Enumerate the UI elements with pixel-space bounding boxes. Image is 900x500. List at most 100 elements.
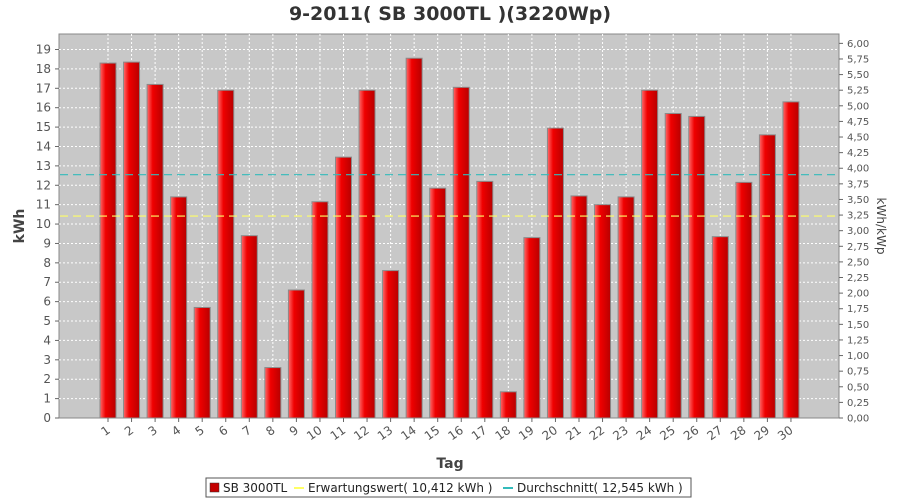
x-tick-label: 30 — [775, 423, 796, 443]
bar — [499, 391, 517, 419]
y-tick-label: 8 — [43, 256, 51, 270]
y-right-tick-label: 4,25 — [847, 148, 869, 159]
y-tick-label: 17 — [36, 81, 51, 95]
y-right-tick-label: 0,00 — [847, 414, 869, 425]
x-tick-label: 5 — [193, 423, 207, 439]
x-tick-label: 6 — [216, 423, 230, 439]
legend-label-average: Durchschnitt( 12,545 kWh ) — [517, 481, 683, 495]
y-right-tick-label: 2,50 — [847, 257, 869, 268]
y-right-tick-label: 0,25 — [847, 398, 869, 409]
y-tick-label: 19 — [36, 43, 51, 57]
x-tick-label: 16 — [445, 423, 466, 443]
bar — [240, 235, 258, 419]
y-right-tick-label: 3,75 — [847, 179, 869, 190]
bar — [405, 57, 423, 419]
x-tick-label: 19 — [516, 423, 537, 443]
y-tick-label: 18 — [36, 62, 51, 76]
bar — [664, 113, 682, 419]
x-tick-label: 28 — [728, 423, 749, 443]
y-tick-label: 5 — [43, 314, 51, 328]
bar — [264, 367, 282, 419]
y-tick-label: 6 — [43, 295, 51, 309]
y-tick-label: 2 — [43, 372, 51, 386]
x-axis-label: Tag — [436, 456, 463, 472]
y-tick-label: 7 — [43, 275, 51, 289]
legend-label-expected: Erwartungswert( 10,412 kWh ) — [308, 481, 492, 495]
bar — [358, 89, 376, 419]
y-tick-label: 3 — [43, 353, 51, 367]
x-tick-label: 9 — [287, 423, 301, 439]
x-tick-label: 4 — [169, 423, 183, 439]
y-right-tick-label: 5,25 — [847, 86, 869, 97]
y-axis-label: kWh — [12, 209, 28, 244]
bar — [311, 201, 329, 419]
bar — [99, 62, 117, 419]
y-right-tick-label: 2,00 — [847, 289, 869, 300]
x-tick-label: 25 — [657, 423, 678, 443]
x-tick-label: 12 — [351, 423, 372, 443]
y-axis-label-right: kWh/kWp — [874, 198, 888, 255]
x-tick-label: 29 — [752, 423, 773, 443]
y-tick-label: 0 — [43, 411, 51, 425]
y-right-tick-label: 6,00 — [847, 39, 869, 50]
bar — [335, 156, 352, 419]
bar — [523, 237, 541, 419]
y-right-tick-label: 0,75 — [847, 367, 869, 378]
bar — [570, 195, 588, 419]
y-right-tick-label: 1,00 — [847, 351, 869, 362]
y-right-tick-label: 0,50 — [847, 382, 869, 393]
legend: SB 3000TL Erwartungswert( 10,412 kWh ) D… — [205, 477, 692, 498]
y-tick-label: 14 — [36, 139, 51, 153]
y-tick-label: 10 — [36, 217, 51, 231]
y-right-tick-label: 2,25 — [847, 273, 869, 284]
x-tick-label: 26 — [681, 423, 702, 443]
bar — [193, 306, 211, 419]
x-tick-label: 20 — [540, 423, 561, 443]
bar — [711, 236, 729, 419]
y-tick-label: 12 — [36, 178, 51, 192]
y-tick-label: 1 — [43, 392, 51, 406]
y-right-tick-label: 1,50 — [847, 320, 869, 331]
bar — [476, 180, 494, 419]
bar — [688, 115, 706, 419]
bar — [735, 181, 753, 419]
x-tick-label: 21 — [563, 423, 584, 443]
legend-box — [205, 477, 692, 498]
x-tick-label: 17 — [469, 423, 490, 443]
x-tick-label: 3 — [146, 423, 160, 439]
y-tick-label: 13 — [36, 159, 51, 173]
y-tick-label: 4 — [43, 333, 51, 347]
x-tick-label: 8 — [263, 423, 277, 439]
y-right-tick-label: 4,50 — [847, 133, 869, 144]
bar — [146, 83, 164, 419]
y-right-tick-label: 5,75 — [847, 54, 869, 65]
x-tick-label: 27 — [704, 423, 725, 443]
y-right-tick-label: 3,00 — [847, 226, 869, 237]
y-right-tick-label: 1,25 — [847, 335, 869, 346]
x-tick-label: 1 — [98, 423, 112, 439]
y-right-tick-label: 3,25 — [847, 211, 869, 222]
bar — [170, 196, 188, 419]
x-tick-label: 13 — [375, 423, 396, 443]
legend-label-bars: SB 3000TL — [223, 481, 288, 495]
legend-swatch-bars — [209, 482, 220, 493]
bar — [758, 134, 776, 419]
y-tick-label: 9 — [43, 236, 51, 250]
y-right-tick-label: 5,00 — [847, 101, 869, 112]
y-tick-label: 11 — [36, 198, 51, 212]
x-tick-label: 7 — [240, 423, 254, 439]
y-right-tick-label: 4,00 — [847, 164, 869, 175]
x-tick-label: 22 — [587, 423, 608, 443]
y-right-tick-label: 2,75 — [847, 242, 869, 253]
bar — [641, 89, 659, 419]
x-tick-label: 11 — [328, 423, 349, 443]
y-right-tick-label: 3,50 — [847, 195, 869, 206]
bar — [123, 61, 141, 419]
x-tick-label: 15 — [422, 423, 443, 443]
y-tick-label: 15 — [36, 120, 51, 134]
x-tick-label: 10 — [304, 423, 325, 443]
bar — [594, 204, 612, 419]
bar — [452, 86, 470, 419]
plot-area — [58, 33, 840, 419]
